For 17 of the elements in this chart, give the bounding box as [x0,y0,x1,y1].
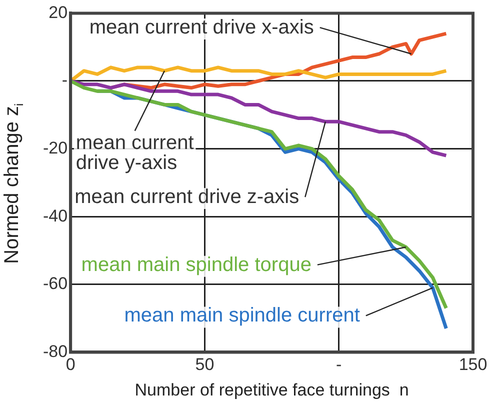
y-axis-title: Normed change zi [1,103,26,264]
x-tick-label: - [336,355,342,374]
x-tick-label: 0 [66,355,76,374]
text: mean main spindle torque [81,254,312,276]
x-tick-label: 150 [458,355,488,374]
y-tick-label: - [62,70,68,90]
y-tick-label: -20 [42,138,68,158]
y-tick-label: -80 [42,342,68,361]
text: mean main spindle current [124,304,360,327]
series-label: mean current drive x-axis [89,16,314,39]
text: mean current drive y-axis [76,132,194,174]
x-axis-title: Number of repetitive face turnings n [134,380,409,400]
y-tick-label: -60 [42,274,68,294]
y-tick-label: -40 [42,206,68,226]
text: mean current drive z-axis [74,186,300,208]
x-tick-label: 50 [195,355,214,374]
y-tick-label: 20 [48,2,68,22]
